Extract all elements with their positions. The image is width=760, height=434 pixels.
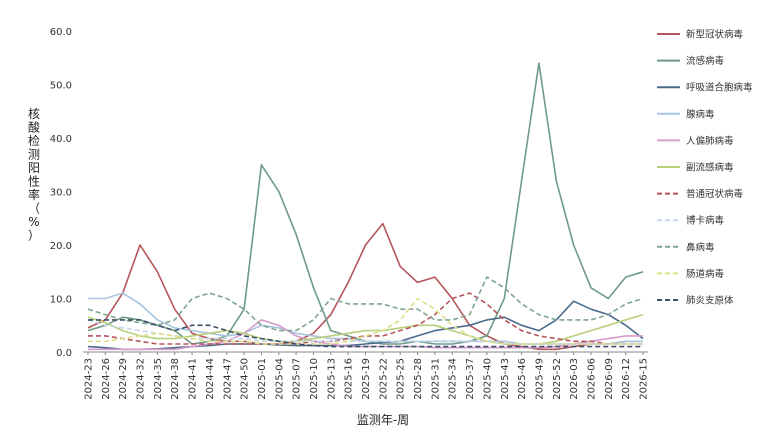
legend-label: 肠道病毒 bbox=[686, 268, 725, 280]
x-tick-label: 2025-25 bbox=[396, 358, 407, 400]
y-tick-label: 60.0 bbox=[50, 27, 72, 38]
x-tick-label: 2025-19 bbox=[361, 358, 372, 400]
x-tick-label: 2025-37 bbox=[465, 358, 476, 400]
legend-label: 副流感病毒 bbox=[686, 162, 734, 174]
x-tick-label: 2025-04 bbox=[274, 358, 285, 400]
x-tick-label: 2025-10 bbox=[309, 358, 320, 400]
x-tick-label: 2025-13 bbox=[326, 358, 337, 400]
legend-label: 博卡病毒 bbox=[686, 215, 725, 227]
x-tick-label: 2024-44 bbox=[205, 358, 216, 400]
y-axis-title-char: 率 bbox=[28, 187, 40, 202]
x-tick-label: 2025-49 bbox=[534, 358, 545, 400]
x-tick-label: 2025-40 bbox=[482, 358, 493, 400]
x-tick-label: 2025-01 bbox=[257, 358, 268, 400]
y-tick-label: 10.0 bbox=[50, 295, 72, 306]
legend-label: 腺病毒 bbox=[686, 108, 715, 120]
x-tick-label: 2024-41 bbox=[188, 358, 199, 400]
y-axis-title-char: 核 bbox=[28, 107, 40, 121]
y-axis-title-char: （ bbox=[28, 202, 40, 216]
x-tick-label: 2025-22 bbox=[378, 358, 389, 400]
legend-label: 人偏肺病毒 bbox=[686, 135, 734, 147]
x-tick-label: 2024-32 bbox=[136, 358, 147, 400]
x-tick-label: 2025-31 bbox=[430, 358, 441, 400]
legend-label: 流感病毒 bbox=[686, 55, 725, 67]
x-tick-label: 2025-34 bbox=[448, 358, 459, 400]
y-tick-label: 30.0 bbox=[50, 188, 72, 199]
series-line-6 bbox=[87, 313, 644, 345]
x-tick-label: 2024-35 bbox=[153, 358, 164, 400]
x-tick-label: 2026-09 bbox=[604, 358, 615, 400]
series-line-1 bbox=[87, 222, 643, 351]
y-axis-title-char: 性 bbox=[28, 175, 40, 189]
x-tick-label: 2026-15 bbox=[639, 358, 650, 400]
series-lines bbox=[87, 62, 644, 351]
y-tick-label: 40.0 bbox=[50, 134, 72, 145]
x-tick-label: 2024-29 bbox=[118, 358, 129, 400]
legend-label: 呼吸道合胞病毒 bbox=[686, 82, 753, 94]
series-line-3 bbox=[87, 300, 644, 351]
y-axis-ticks: 0.0 10.0 20.0 30.0 40.0 50.0 60.0 bbox=[50, 27, 72, 359]
legend-label: 新型冠状病毒 bbox=[686, 29, 744, 41]
x-tick-label: 2026-12 bbox=[621, 358, 632, 400]
y-axis-title-char: 酸 bbox=[28, 120, 40, 135]
x-tick-label: 2024-50 bbox=[240, 358, 251, 400]
legend: 新型冠状病毒流感病毒呼吸道合胞病毒腺病毒人偏肺病毒副流感病毒普通冠状病毒博卡病毒… bbox=[657, 29, 753, 307]
x-tick-label: 2024-38 bbox=[170, 358, 181, 400]
y-tick-label: 50.0 bbox=[50, 81, 72, 92]
x-tick-label: 2024-47 bbox=[222, 358, 233, 400]
x-tick-label: 2024-26 bbox=[101, 358, 112, 400]
x-tick-label: 2025-16 bbox=[344, 358, 355, 400]
y-tick-label: 0.0 bbox=[56, 348, 72, 359]
x-tick-label: 2025-46 bbox=[517, 358, 528, 400]
series-line-7 bbox=[88, 292, 643, 345]
x-tick-label: 2025-07 bbox=[292, 358, 303, 400]
x-tick-label: 2026-06 bbox=[586, 358, 597, 400]
legend-label: 鼻病毒 bbox=[686, 241, 715, 253]
x-tick-label: 2025-52 bbox=[552, 358, 563, 400]
x-axis-ticks: 2024-23 2024-26 2024-29 2024-32 2024-35 2024-… bbox=[84, 352, 650, 400]
y-axis-title-char: 测 bbox=[28, 148, 40, 162]
y-axis-title-char: % bbox=[28, 215, 39, 229]
legend-label: 普通冠状病毒 bbox=[686, 188, 744, 200]
y-axis-title-char: ） bbox=[28, 229, 40, 243]
y-axis-title-char: 阳 bbox=[28, 161, 40, 175]
series-line-10 bbox=[88, 297, 643, 345]
x-tick-label: 2024-23 bbox=[84, 358, 95, 400]
series-line-9 bbox=[87, 276, 644, 332]
series-line-11 bbox=[88, 319, 643, 348]
x-axis-title: 监测年-周 bbox=[357, 413, 409, 427]
x-tick-label: 2025-28 bbox=[413, 358, 424, 400]
legend-label: 肺炎支原体 bbox=[686, 295, 734, 307]
x-tick-label: 2026-03 bbox=[569, 358, 580, 400]
y-axis-title-char: 检 bbox=[28, 133, 40, 148]
x-tick-label: 2025-43 bbox=[500, 358, 511, 400]
y-tick-label: 20.0 bbox=[50, 241, 72, 252]
